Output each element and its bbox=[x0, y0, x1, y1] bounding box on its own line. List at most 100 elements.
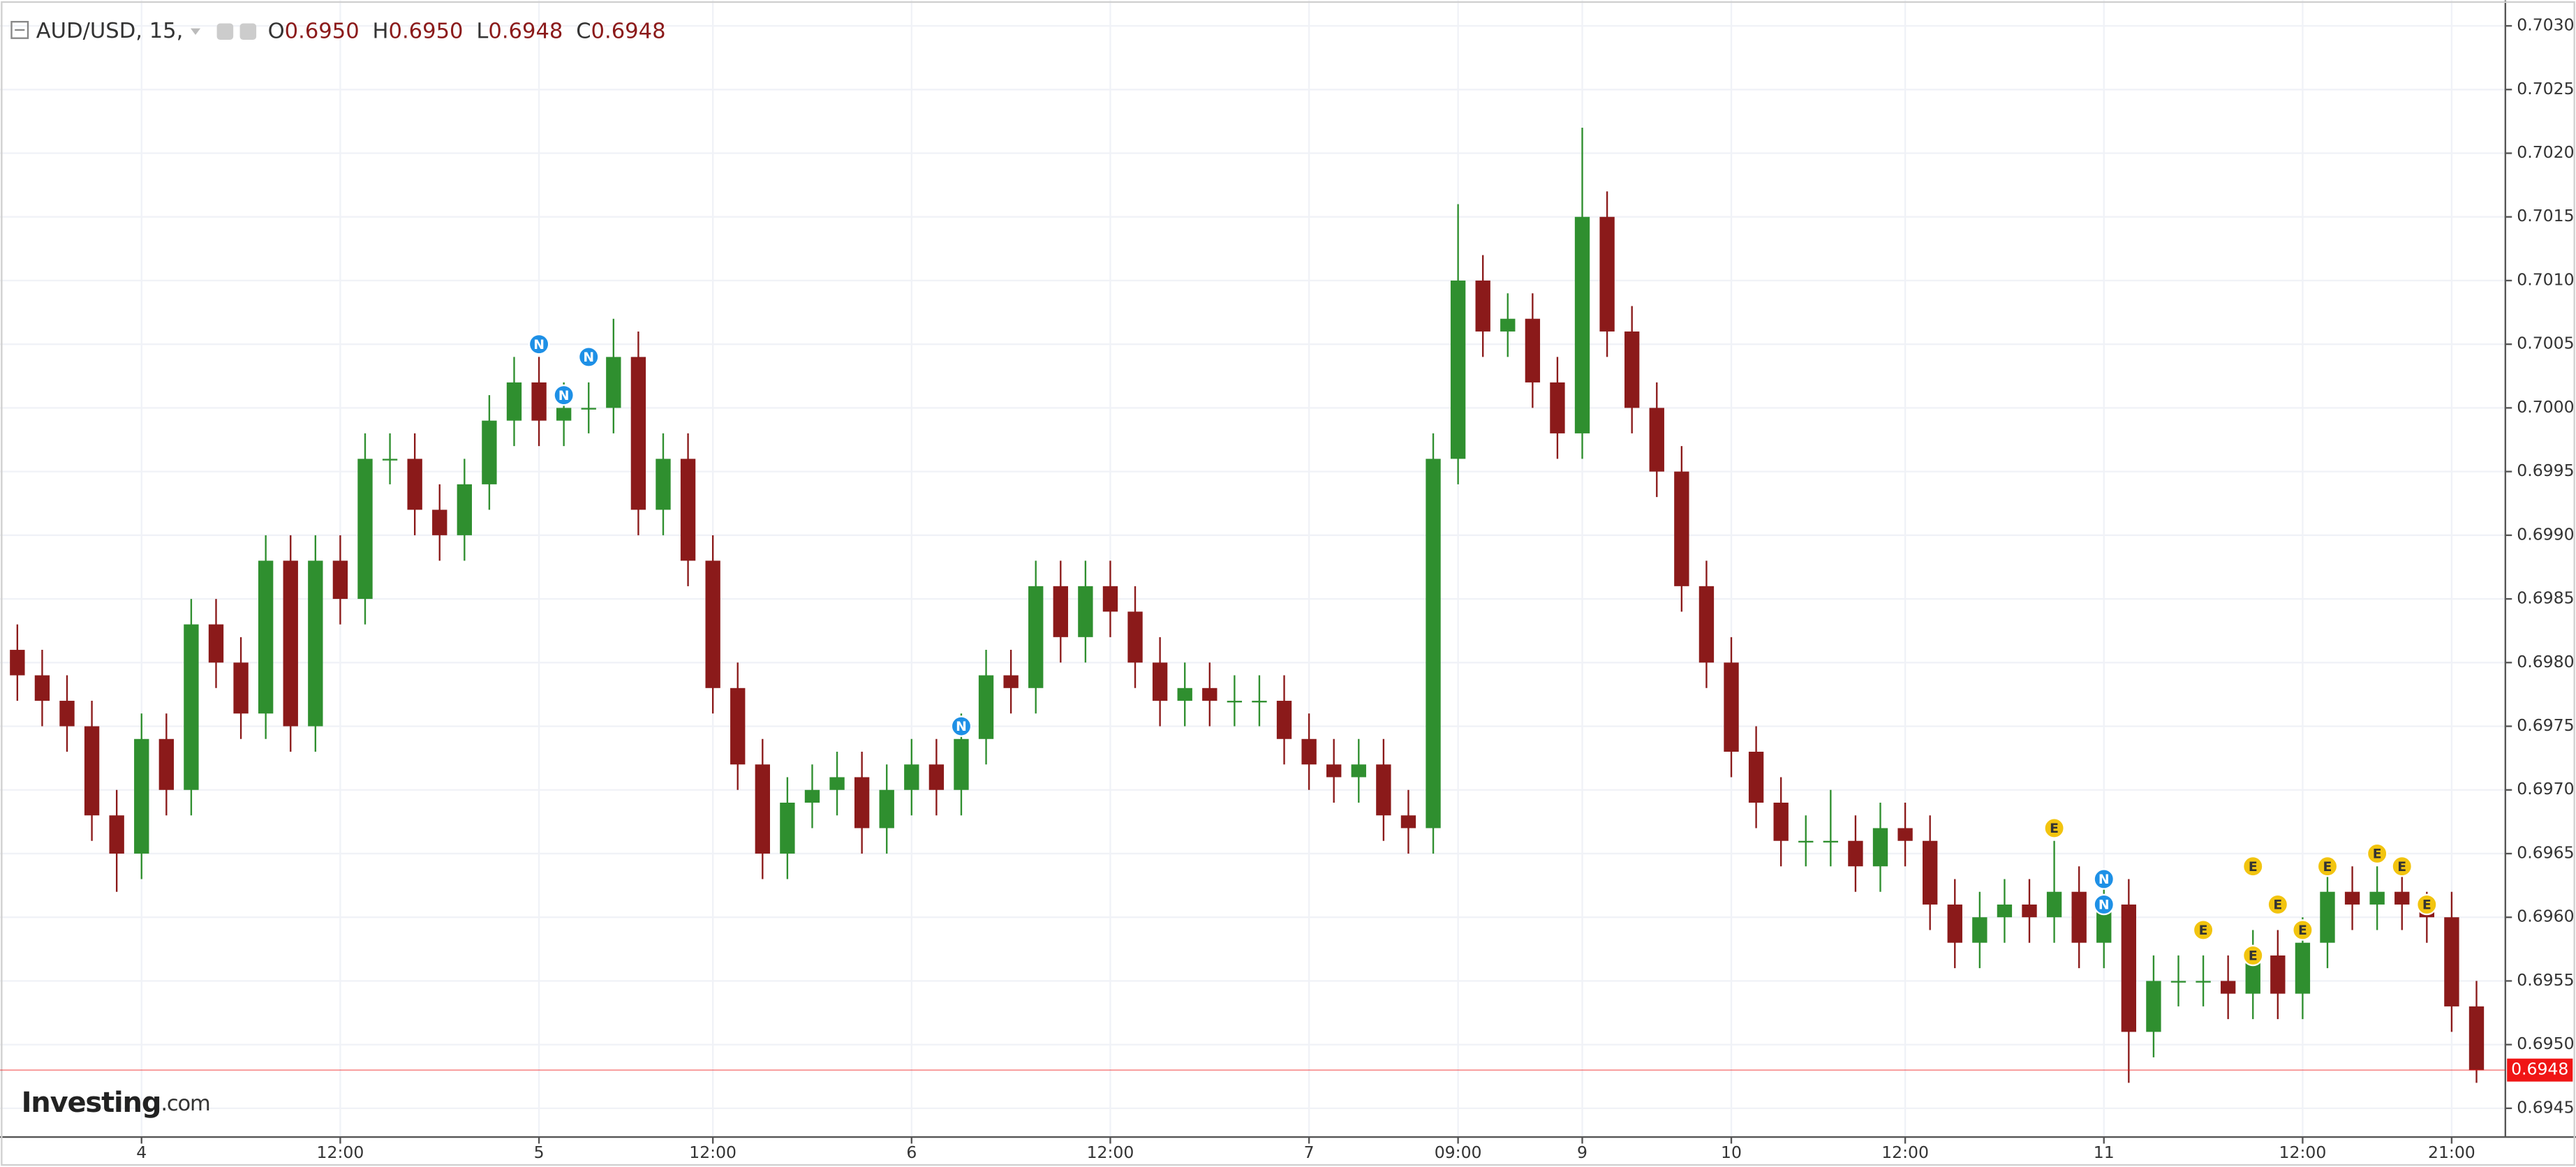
candle-body bbox=[1624, 331, 1640, 408]
event-label: N bbox=[2098, 898, 2110, 913]
event-label: N bbox=[533, 338, 545, 352]
y-tick-label: 0.7030 bbox=[2517, 15, 2574, 35]
candle-body bbox=[432, 510, 447, 535]
candle-body bbox=[2170, 981, 2186, 983]
y-tick-label: 0.6970 bbox=[2517, 779, 2574, 798]
y-tick-label: 0.6990 bbox=[2517, 524, 2574, 544]
candle-body bbox=[1202, 687, 1217, 701]
y-tick-label: 0.6965 bbox=[2517, 842, 2574, 862]
candle-body bbox=[84, 726, 100, 816]
candles bbox=[10, 128, 2485, 1083]
candle-body bbox=[1028, 586, 1044, 688]
candle-body bbox=[954, 738, 969, 790]
symbol: AUD/USD, 15, bbox=[36, 19, 184, 43]
event-marker bbox=[2366, 842, 2388, 865]
event-label: N bbox=[583, 350, 594, 365]
y-tick-label: 0.7025 bbox=[2517, 79, 2574, 98]
candle-body bbox=[1400, 815, 1416, 828]
ohlc-label: O bbox=[268, 19, 285, 43]
last-price-label: 0.6948 bbox=[2511, 1060, 2568, 1079]
candle-body bbox=[407, 459, 422, 510]
candle-body bbox=[581, 408, 596, 410]
candle-body bbox=[233, 662, 249, 714]
event-marker bbox=[2391, 855, 2413, 877]
candle-body bbox=[1773, 802, 1789, 841]
x-tick-label: 10 bbox=[1721, 1143, 1742, 1162]
ohlc-value: 0.6948 bbox=[591, 19, 666, 43]
candle-body bbox=[1848, 840, 1863, 867]
candle-body bbox=[1252, 701, 1267, 703]
candle-body bbox=[755, 764, 770, 854]
candle-body bbox=[1550, 382, 1565, 433]
y-tick-label: 0.7005 bbox=[2517, 334, 2574, 353]
collapse-button[interactable] bbox=[10, 20, 29, 39]
candle-body bbox=[1376, 764, 1391, 816]
settings-icon[interactable] bbox=[216, 23, 234, 40]
x-tick-label: 12:00 bbox=[1087, 1143, 1134, 1162]
y-tick-label: 0.6995 bbox=[2517, 461, 2574, 480]
candle-body bbox=[680, 459, 696, 561]
event-marker bbox=[2043, 817, 2065, 839]
event-marker bbox=[2292, 919, 2314, 941]
ohlc-value: 0.6950 bbox=[388, 19, 463, 43]
candle-body bbox=[2344, 891, 2360, 905]
x-tick-label: 11 bbox=[2094, 1143, 2115, 1162]
candle-body bbox=[2071, 891, 2087, 943]
event-label: E bbox=[2298, 923, 2307, 938]
candle-body bbox=[2295, 942, 2311, 994]
candle-body bbox=[2468, 1006, 2485, 1071]
candle-body bbox=[854, 777, 870, 828]
candle-body bbox=[2046, 891, 2062, 918]
candle-body bbox=[2121, 904, 2137, 1032]
event-marker bbox=[2267, 893, 2289, 916]
event-marker bbox=[2416, 893, 2438, 916]
event-label: E bbox=[2422, 898, 2431, 913]
y-tick-label: 0.7000 bbox=[2517, 397, 2574, 417]
candle-body bbox=[1649, 408, 1664, 472]
candle-body bbox=[332, 560, 348, 600]
event-label: E bbox=[2050, 822, 2059, 836]
y-tick-label: 0.6985 bbox=[2517, 588, 2574, 608]
candle-body bbox=[357, 459, 373, 600]
candle-body bbox=[1947, 904, 1962, 943]
candle-body bbox=[879, 789, 894, 828]
event-marker bbox=[2192, 919, 2214, 941]
x-tick-label: 12:00 bbox=[1881, 1143, 1929, 1162]
x-tick-label: 5 bbox=[534, 1143, 545, 1162]
candle-body bbox=[59, 701, 75, 727]
x-tick-label: 6 bbox=[906, 1143, 917, 1162]
dropdown[interactable] bbox=[190, 28, 201, 35]
candle-body bbox=[780, 802, 795, 854]
y-tick-label: 0.6975 bbox=[2517, 715, 2574, 735]
candle-body bbox=[1748, 752, 1764, 803]
candle-body bbox=[308, 560, 323, 727]
candle-body bbox=[382, 459, 398, 461]
settings-icon[interactable] bbox=[239, 23, 257, 40]
candle-body bbox=[2320, 891, 2335, 943]
candle-body bbox=[34, 675, 50, 701]
candle-body bbox=[1525, 318, 1541, 382]
candle-body bbox=[258, 560, 274, 714]
x-tick-label: 21:00 bbox=[2428, 1143, 2475, 1162]
candle-body bbox=[2220, 981, 2236, 994]
event-marker bbox=[577, 346, 600, 368]
event-label: E bbox=[2373, 847, 2382, 862]
candle-body bbox=[531, 382, 547, 421]
event-label: E bbox=[2199, 923, 2208, 938]
candle-body bbox=[1351, 764, 1366, 778]
x-tick-label: 12:00 bbox=[317, 1143, 364, 1162]
ohlc-value: 0.6948 bbox=[488, 19, 563, 43]
candle-body bbox=[2444, 917, 2459, 1006]
event-label: N bbox=[956, 720, 967, 734]
candle-body bbox=[134, 738, 149, 854]
candle-body bbox=[1326, 764, 1342, 778]
candle-body bbox=[1053, 586, 1068, 637]
x-tick-label: 12:00 bbox=[689, 1143, 736, 1162]
candle-body bbox=[1599, 216, 1615, 332]
candle-body bbox=[482, 420, 497, 484]
candle-body bbox=[184, 624, 199, 790]
event-marker bbox=[2316, 855, 2339, 877]
candle-body bbox=[208, 624, 224, 663]
